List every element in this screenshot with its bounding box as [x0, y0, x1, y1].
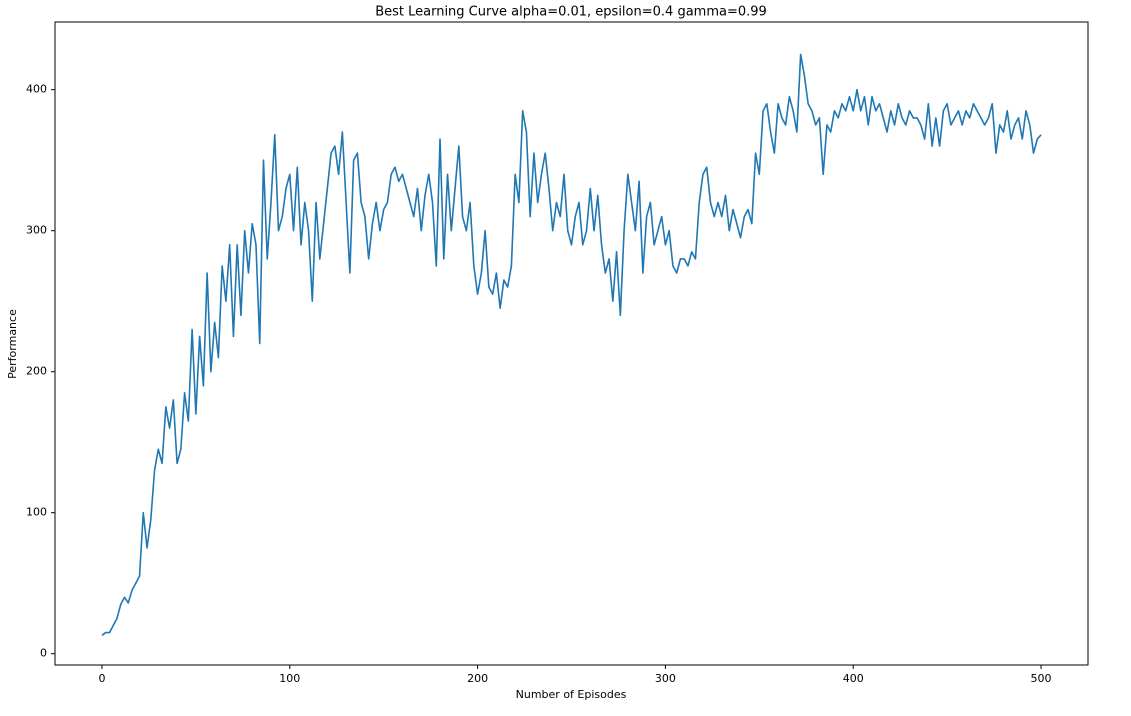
x-axis-label: Number of Episodes: [516, 688, 627, 701]
y-tick-label: 100: [26, 506, 47, 519]
x-tick-label: 500: [1031, 672, 1052, 685]
plot-frame: [54, 21, 1089, 666]
y-tick-label: 0: [40, 647, 47, 660]
x-tick-label: 300: [655, 672, 676, 685]
x-tick-label: 200: [467, 672, 488, 685]
x-tick-label: 100: [279, 672, 300, 685]
y-axis-label: Performance: [6, 309, 19, 379]
data-line: [101, 53, 1042, 637]
y-tick-label: 200: [26, 365, 47, 378]
y-tick-label: 300: [26, 224, 47, 237]
x-tick-label: 400: [843, 672, 864, 685]
y-tick-label: 400: [26, 83, 47, 96]
x-tick-label: 0: [98, 672, 105, 685]
chart-title: Best Learning Curve alpha=0.01, epsilon=…: [375, 5, 767, 20]
